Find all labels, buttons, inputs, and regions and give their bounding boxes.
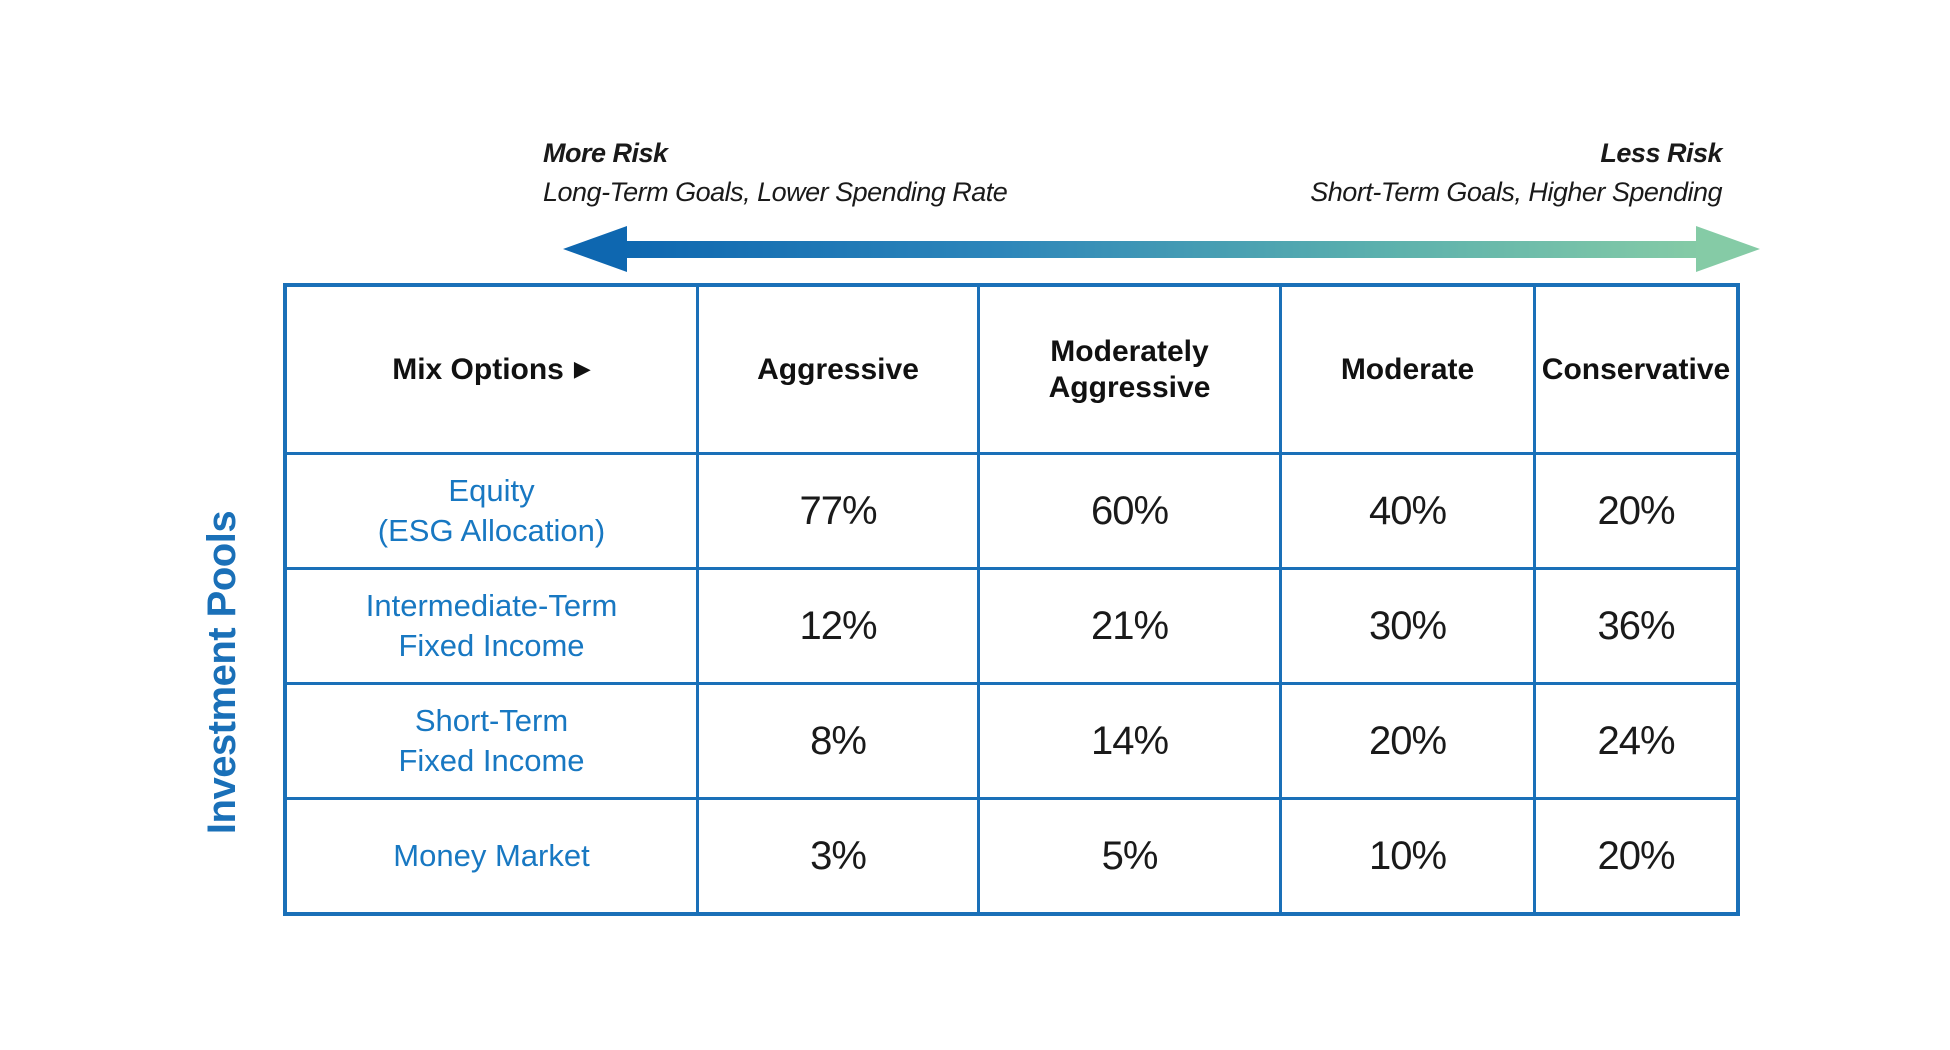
more-risk-title: More Risk bbox=[543, 138, 668, 168]
investment-pools-axis: Investment Pools bbox=[158, 448, 288, 896]
row-label-intermediate-term-fixed-income: Intermediate-Term Fixed Income bbox=[287, 570, 696, 682]
more-risk-label-group: More Risk Long-Term Goals, Lower Spendin… bbox=[543, 138, 1008, 208]
value-equity-moderate: 40% bbox=[1282, 455, 1533, 567]
row-label-equity: Equity (ESG Allocation) bbox=[287, 455, 696, 567]
row-label-line: Money Market bbox=[393, 838, 590, 874]
value-equity-conservative: 20% bbox=[1536, 455, 1736, 567]
row-label-line: Intermediate-Term bbox=[365, 588, 618, 624]
arrow-left-head-icon bbox=[563, 226, 627, 272]
risk-spectrum-arrow bbox=[563, 226, 1760, 272]
column-header-moderate: Moderate bbox=[1282, 287, 1533, 452]
corner-header-label: Mix Options bbox=[392, 352, 564, 386]
value-short-term-conservative: 24% bbox=[1536, 685, 1736, 797]
value-equity-moderately-aggressive: 60% bbox=[980, 455, 1279, 567]
value-money-market-aggressive: 3% bbox=[699, 800, 977, 912]
corner-header-cell: Mix Options ▶ bbox=[287, 287, 696, 452]
arrow-gradient-shaft bbox=[621, 241, 1702, 258]
value-intermediate-moderate: 30% bbox=[1282, 570, 1533, 682]
less-risk-subtitle: Short-Term Goals, Higher Spending bbox=[1310, 177, 1722, 207]
column-header-conservative: Conservative bbox=[1536, 287, 1736, 452]
more-risk-subtitle: Long-Term Goals, Lower Spending Rate bbox=[543, 177, 1008, 207]
value-short-term-moderately-aggressive: 14% bbox=[980, 685, 1279, 797]
value-short-term-moderate: 20% bbox=[1282, 685, 1533, 797]
row-label-line: Equity bbox=[448, 473, 535, 509]
row-label-line: Fixed Income bbox=[398, 628, 585, 663]
value-money-market-moderate: 10% bbox=[1282, 800, 1533, 912]
row-label-line: Short-Term bbox=[414, 703, 569, 739]
value-money-market-moderately-aggressive: 5% bbox=[980, 800, 1279, 912]
value-short-term-aggressive: 8% bbox=[699, 685, 977, 797]
mix-options-arrow-icon: ▶ bbox=[573, 356, 591, 382]
row-label-line: Fixed Income bbox=[398, 743, 585, 778]
column-header-aggressive: Aggressive bbox=[699, 287, 977, 452]
row-label-line: (ESG Allocation) bbox=[377, 513, 606, 548]
value-intermediate-conservative: 36% bbox=[1536, 570, 1736, 682]
value-equity-aggressive: 77% bbox=[699, 455, 977, 567]
arrow-right-head-icon bbox=[1696, 226, 1760, 272]
value-intermediate-moderately-aggressive: 21% bbox=[980, 570, 1279, 682]
investment-pools-axis-label: Investment Pools bbox=[200, 510, 245, 834]
row-label-short-term-fixed-income: Short-Term Fixed Income bbox=[287, 685, 696, 797]
value-money-market-conservative: 20% bbox=[1536, 800, 1736, 912]
mix-options-table: Mix Options ▶ Aggressive Moderately Aggr… bbox=[283, 283, 1740, 916]
less-risk-title: Less Risk bbox=[1600, 138, 1722, 168]
value-intermediate-aggressive: 12% bbox=[699, 570, 977, 682]
less-risk-label-group: Less Risk Short-Term Goals, Higher Spend… bbox=[1310, 138, 1722, 208]
row-label-money-market: Money Market bbox=[287, 800, 696, 912]
column-header-moderately-aggressive: Moderately Aggressive bbox=[980, 287, 1279, 452]
